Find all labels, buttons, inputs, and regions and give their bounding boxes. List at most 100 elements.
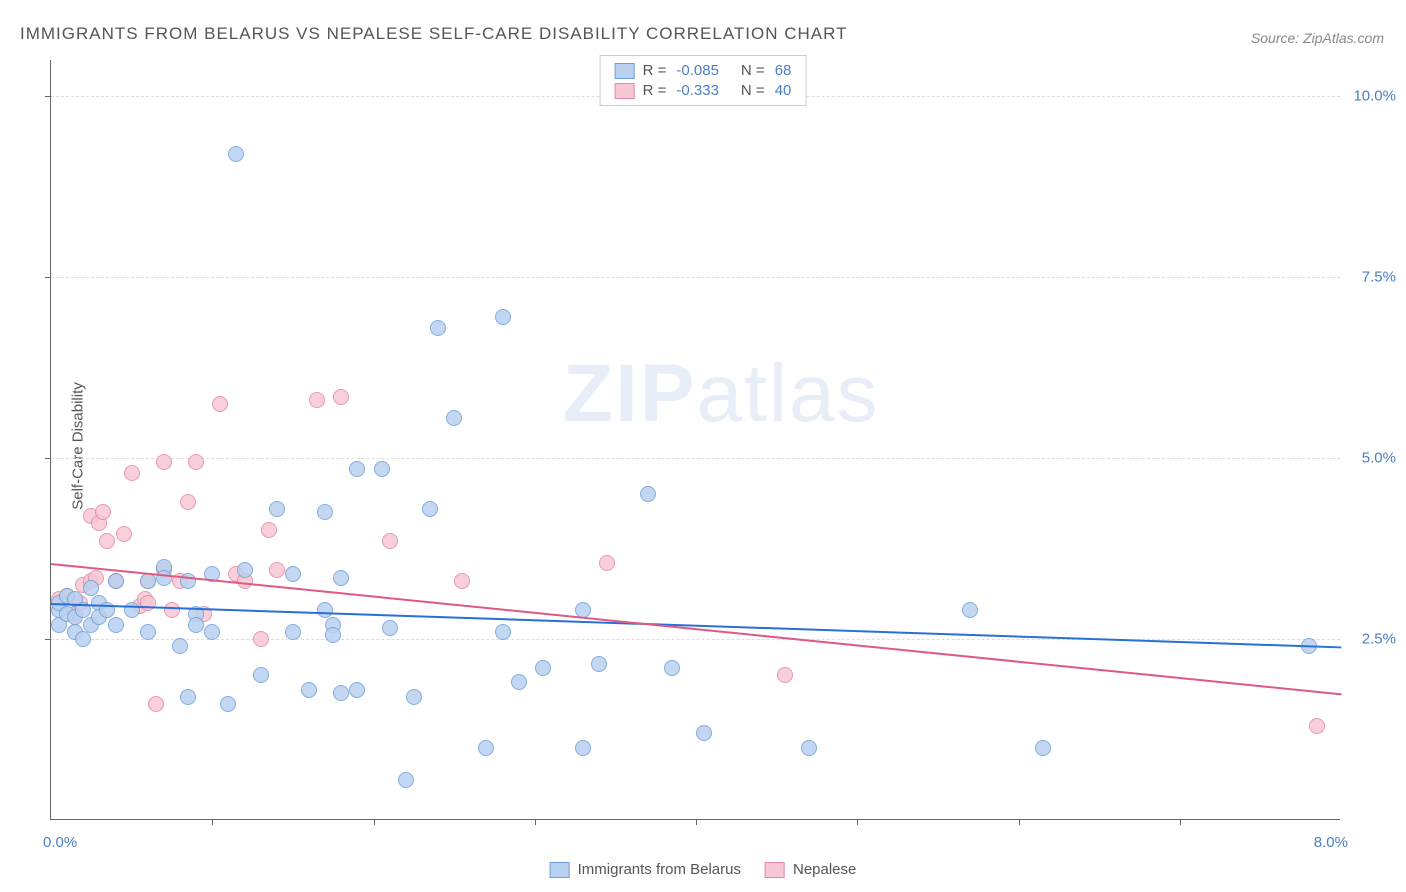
x-tick-mark [696,819,697,825]
scatter-point [180,494,196,510]
x-tick-mark [212,819,213,825]
scatter-point [228,146,244,162]
scatter-point [99,533,115,549]
scatter-point [188,454,204,470]
gridline [51,277,1340,278]
scatter-point [446,410,462,426]
legend-row-series-1: R = -0.085 N = 68 [615,62,792,79]
legend-item-1: Immigrants from Belarus [550,861,741,878]
x-tick-mark [1019,819,1020,825]
scatter-point [237,562,253,578]
scatter-point [333,685,349,701]
swatch-series-2 [765,862,785,878]
scatter-point [156,570,172,586]
scatter-point [140,573,156,589]
scatter-point [777,667,793,683]
x-tick-mark [374,819,375,825]
scatter-point [535,660,551,676]
n-label: N = [741,82,765,99]
scatter-point [156,454,172,470]
legend-correlation: R = -0.085 N = 68 R = -0.333 N = 40 [600,55,807,106]
scatter-point [1309,718,1325,734]
n-value-1: 68 [775,62,792,79]
source-attribution: Source: ZipAtlas.com [1251,30,1384,46]
y-tick-mark [45,96,51,97]
swatch-series-1 [615,63,635,79]
n-label: N = [741,62,765,79]
scatter-point [204,624,220,640]
scatter-point [349,682,365,698]
scatter-point [317,602,333,618]
x-tick-mark [857,819,858,825]
scatter-point [188,617,204,633]
scatter-point [801,740,817,756]
scatter-point [495,624,511,640]
scatter-point [591,656,607,672]
scatter-point [454,573,470,589]
scatter-point [664,660,680,676]
scatter-point [124,602,140,618]
trendline [51,603,1341,648]
scatter-point [164,602,180,618]
legend-label-2: Nepalese [793,861,856,878]
scatter-point [220,696,236,712]
scatter-point [406,689,422,705]
scatter-point [285,624,301,640]
chart-title: IMMIGRANTS FROM BELARUS VS NEPALESE SELF… [20,24,848,44]
scatter-point [575,740,591,756]
scatter-point [696,725,712,741]
y-tick-label: 7.5% [1362,269,1396,286]
scatter-point [478,740,494,756]
scatter-point [382,533,398,549]
scatter-point [212,396,228,412]
scatter-point [108,617,124,633]
scatter-point [511,674,527,690]
scatter-point [269,501,285,517]
legend-label-1: Immigrants from Belarus [578,861,741,878]
scatter-point [1035,740,1051,756]
scatter-point [285,566,301,582]
y-tick-mark [45,639,51,640]
scatter-point [325,627,341,643]
x-tick-mark [1180,819,1181,825]
scatter-point [398,772,414,788]
scatter-point [301,682,317,698]
y-tick-label: 10.0% [1353,88,1396,105]
x-tick-mark [535,819,536,825]
scatter-point [95,504,111,520]
trendline [51,563,1341,695]
scatter-point [140,624,156,640]
legend-series: Immigrants from Belarus Nepalese [550,861,857,878]
scatter-point [349,461,365,477]
scatter-point [599,555,615,571]
scatter-point [75,631,91,647]
scatter-point [382,620,398,636]
r-label: R = [643,62,667,79]
scatter-point [374,461,390,477]
scatter-point [253,667,269,683]
scatter-point [495,309,511,325]
scatter-point [261,522,277,538]
r-value-1: -0.085 [676,62,719,79]
r-value-2: -0.333 [676,82,719,99]
legend-row-series-2: R = -0.333 N = 40 [615,82,792,99]
chart-container: IMMIGRANTS FROM BELARUS VS NEPALESE SELF… [0,0,1406,892]
scatter-point [180,689,196,705]
x-label-min: 0.0% [43,834,77,851]
r-label: R = [643,82,667,99]
watermark: ZIPatlas [563,347,880,441]
scatter-point [640,486,656,502]
y-tick-label: 2.5% [1362,631,1396,648]
scatter-point [430,320,446,336]
scatter-point [108,573,124,589]
gridline [51,458,1340,459]
legend-item-2: Nepalese [765,861,856,878]
scatter-point [253,631,269,647]
scatter-point [172,638,188,654]
scatter-point [333,389,349,405]
swatch-series-1 [550,862,570,878]
scatter-point [116,526,132,542]
scatter-point [309,392,325,408]
swatch-series-2 [615,83,635,99]
scatter-point [124,465,140,481]
